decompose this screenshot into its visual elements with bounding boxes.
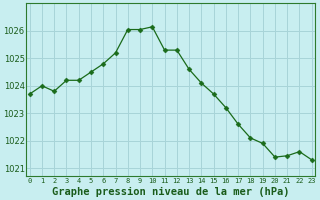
X-axis label: Graphe pression niveau de la mer (hPa): Graphe pression niveau de la mer (hPa) [52,186,290,197]
